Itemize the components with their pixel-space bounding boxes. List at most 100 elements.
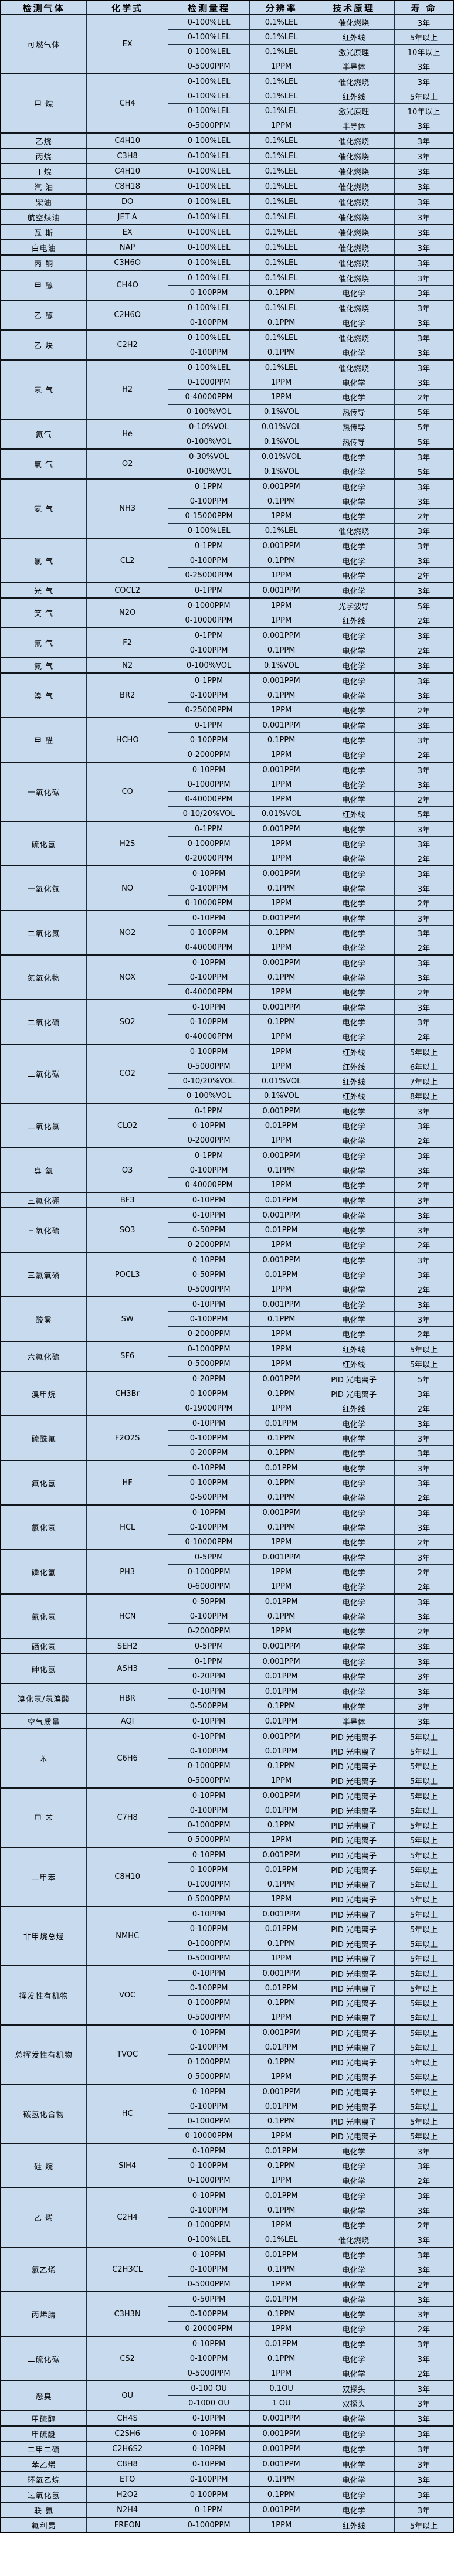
gas-name-cell: 溴 气 — [0, 672, 87, 718]
principle-cell: 电化学 — [313, 865, 395, 881]
resolution-cell: 0.1PPM — [249, 1995, 314, 2010]
range-cell: 0-1000PPM — [168, 1758, 250, 1773]
range-cell: 0-40000PPM — [168, 984, 250, 1000]
lifespan-cell: 3年 — [394, 2502, 454, 2518]
lifespan-cell: 3年 — [394, 762, 454, 777]
principle-cell: 电化学 — [313, 672, 395, 688]
principle-cell: 电化学 — [313, 2306, 395, 2322]
lifespan-cell: 3年 — [394, 1445, 454, 1461]
formula-cell: JET A — [86, 209, 169, 225]
principle-cell: 电化学 — [313, 1653, 395, 1669]
resolution-cell: 1PPM — [249, 118, 314, 134]
gas-name-cell: 总挥发性有机物 — [0, 2024, 87, 2085]
range-cell: 0-5000PPM — [168, 1832, 250, 1848]
gas-name-cell: 汽 油 — [0, 178, 87, 195]
range-cell: 0-50PPM — [168, 1593, 250, 1609]
table-row: 0-100PPM 0.01PPM PID 光电离子 5年以上 — [1, 1862, 454, 1877]
range-cell: 0-10PPM — [168, 762, 250, 777]
gas-name-cell: 氯 气 — [0, 538, 87, 583]
range-cell: 0-5000PPM — [168, 1950, 250, 1966]
table-row: 0-100PPM 0.1PPM 电化学 3年 — [1, 553, 454, 568]
column-header-principle: 技术原理 — [313, 0, 395, 15]
formula-cell: ETO — [86, 2471, 169, 2487]
table-row: 0-100PPM 0.01PPM PID 光电离子 5年以上 — [1, 2040, 454, 2055]
lifespan-cell: 3年 — [394, 2336, 454, 2351]
principle-cell: 电化学 — [313, 2351, 395, 2366]
range-cell: 0-100%VOL — [168, 434, 250, 450]
range-cell: 0-10PPM — [168, 2143, 250, 2159]
resolution-cell: 0.1%LEL — [249, 14, 314, 30]
lifespan-cell: 10年以上 — [394, 44, 454, 59]
range-cell: 0-25000PPM — [168, 567, 250, 583]
table-row: 柴油 DO 0-100%LEL 0.1%LEL 催化燃烧 3年 — [0, 193, 454, 210]
resolution-cell: 0.001PPM — [249, 1103, 314, 1119]
resolution-cell: 0.1PPM — [249, 1430, 314, 1446]
table-row: 甲硫醚 C2SH6 0-10PPM 0.001PPM 电化学 3年 — [0, 2425, 454, 2442]
lifespan-cell: 3年 — [394, 1475, 454, 1490]
resolution-cell: 0.001PPM — [249, 2084, 314, 2099]
principle-cell: PID 光电离子 — [313, 1877, 395, 1892]
resolution-cell: 1PPM — [249, 2217, 314, 2232]
range-cell: 0-10000PPM — [168, 613, 250, 628]
table-row: 0-1000PPM 0.1PPM PID 光电离子 5年以上 — [1, 1817, 454, 1833]
formula-cell: C2SH6 — [86, 2425, 169, 2442]
gas-name-cell: 光 气 — [0, 582, 87, 599]
lifespan-cell: 3年 — [394, 14, 454, 30]
principle-cell: 催化燃烧 — [313, 270, 395, 286]
resolution-cell: 0.1PPM — [249, 1311, 314, 1327]
resolution-cell: 0.001PPM — [249, 2456, 314, 2472]
principle-cell: 电化学 — [313, 1222, 395, 1238]
range-cell: 0-25000PPM — [168, 702, 250, 718]
principle-cell: 电化学 — [313, 538, 395, 553]
range-cell: 0-10PPM — [168, 2187, 250, 2203]
resolution-cell: 1PPM — [249, 777, 314, 792]
lifespan-cell: 5年以上 — [394, 2084, 454, 2099]
range-cell: 0-1PPM — [168, 538, 250, 553]
gas-name-cell: 乙 炔 — [0, 329, 87, 361]
principle-cell: 电化学 — [313, 2425, 395, 2442]
range-cell: 0-100%LEL — [168, 300, 250, 315]
resolution-cell: 0.1OU — [249, 2380, 314, 2396]
resolution-cell: 0.1PPM — [249, 2158, 314, 2173]
table-row: 0-10000PPM 1PPM 电化学 2年 — [1, 1534, 454, 1550]
table-row: 0-2000PPM 1PPM 电化学 2年 — [1, 747, 454, 763]
formula-cell: NOX — [86, 954, 169, 1000]
range-cell: 0-100PPM — [168, 1044, 250, 1059]
table-row: 恶臭 OU 0-100 OU 0.1OU 双探头 3年 — [0, 2380, 454, 2411]
gas-name-cell: 三氧化硫 — [0, 1207, 87, 1253]
range-cell: 0-5000PPM — [168, 2276, 250, 2292]
range-cell: 0-6000PPM — [168, 1579, 250, 1595]
range-cell: 0-1000PPM — [168, 1936, 250, 1951]
lifespan-cell: 3年 — [394, 2486, 454, 2503]
table-row: 0-40000PPM 1PPM 电化学 2年 — [1, 940, 454, 956]
lifespan-cell: 3年 — [394, 329, 454, 345]
table-row: 二氧化氯 CLO2 0-1PPM 0.001PPM 电化学 3年 — [0, 1103, 454, 1148]
lifespan-cell: 6年以上 — [394, 1059, 454, 1074]
range-cell: 0-100PPM — [168, 1980, 250, 1996]
table-row: 0-1000PPM 0.1PPM PID 光电离子 5年以上 — [1, 1936, 454, 1951]
gas-name-cell: 丁烷 — [0, 163, 87, 179]
resolution-cell: 0.001PPM — [249, 2410, 314, 2427]
formula-cell: N2 — [86, 657, 169, 674]
range-cell: 0-100%LEL — [168, 132, 250, 149]
table-row: 甲硫醇 CH4S 0-10PPM 0.001PPM 电化学 3年 — [0, 2410, 454, 2427]
principle-cell: 电化学 — [313, 2203, 395, 2218]
principle-cell: PID 光电离子 — [313, 1965, 395, 1981]
range-cell: 0-100%LEL — [168, 239, 250, 256]
range-cell: 0-100 OU — [168, 2380, 250, 2396]
lifespan-cell: 2年 — [394, 940, 454, 956]
lifespan-cell: 7年以上 — [394, 1073, 454, 1089]
lifespan-cell: 3年 — [394, 1593, 454, 1609]
table-row: 0-2000PPM 1PPM 电化学 2年 — [1, 1237, 454, 1253]
resolution-cell: 0.1PPM — [249, 1609, 314, 1624]
gas-name-cell: 苯 — [0, 1728, 87, 1789]
lifespan-cell: 3年 — [394, 118, 454, 134]
table-row: 0-1000PPM 0.1PPM PID 光电离子 5年以上 — [1, 2054, 454, 2069]
gas-name-cell: 砷化氢 — [0, 1653, 87, 1684]
formula-cell: C3H6O — [86, 254, 169, 271]
principle-cell: 电化学 — [313, 1237, 395, 1253]
principle-cell: 电化学 — [313, 1668, 395, 1684]
gas-name-cell: 氨 气 — [0, 478, 87, 539]
resolution-cell: 0.01PPM — [249, 2291, 314, 2307]
formula-cell: CLO2 — [86, 1103, 169, 1148]
